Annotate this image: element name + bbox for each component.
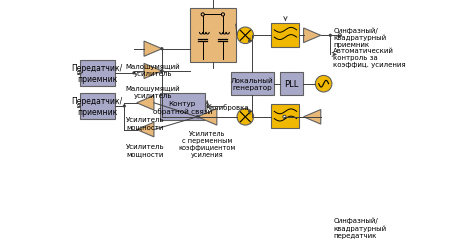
FancyBboxPatch shape [190,9,236,63]
Text: PLL: PLL [285,80,299,89]
Polygon shape [197,109,217,126]
FancyBboxPatch shape [271,105,299,129]
Text: Усилитель
с переменным
коэффициентом
усиления: Усилитель с переменным коэффициентом уси… [178,130,236,157]
Circle shape [338,34,341,38]
FancyBboxPatch shape [231,73,274,96]
Circle shape [78,72,81,75]
Text: Локальный
генератор: Локальный генератор [231,78,274,91]
Circle shape [237,109,253,126]
Text: Малошумящий
усилитель: Малошумящий усилитель [126,85,180,98]
Polygon shape [303,29,321,44]
Circle shape [160,70,163,73]
FancyBboxPatch shape [80,61,115,86]
Circle shape [315,76,332,92]
Circle shape [77,105,80,108]
Circle shape [160,70,163,73]
Text: Автоматический
контроль за
коэффиц. усиления: Автоматический контроль за коэффиц. усил… [333,48,406,68]
Text: Усилитель
мощности: Усилитель мощности [126,143,165,156]
Polygon shape [144,64,162,79]
Polygon shape [303,110,321,124]
Text: Малошумящий
усилитель: Малошумящий усилитель [126,63,180,76]
Text: Усилитель
мощности: Усилитель мощности [126,117,165,130]
FancyBboxPatch shape [160,94,204,120]
Text: Синфазный/
квадратурный
передатчик: Синфазный/ квадратурный передатчик [333,217,386,238]
FancyBboxPatch shape [80,94,115,119]
Circle shape [77,72,80,75]
Text: Контур
обратной связи: Контур обратной связи [152,100,212,114]
Circle shape [197,116,200,119]
Circle shape [160,48,163,51]
FancyBboxPatch shape [280,73,303,96]
Text: Передатчик/
приемник: Передатчик/ приемник [72,64,123,83]
Circle shape [123,105,126,108]
Polygon shape [144,42,162,57]
Text: Передатчик/
приемник: Передатчик/ приемник [72,97,123,116]
Circle shape [132,72,135,75]
Polygon shape [137,123,154,137]
Circle shape [237,28,253,44]
Circle shape [196,116,199,119]
Polygon shape [137,96,154,111]
Circle shape [283,116,286,119]
Text: Калибровка: Калибровка [206,104,250,110]
Circle shape [329,34,332,38]
FancyBboxPatch shape [271,24,299,48]
Text: Синфазный/
квадратурный
приемник: Синфазный/ квадратурный приемник [333,27,386,48]
